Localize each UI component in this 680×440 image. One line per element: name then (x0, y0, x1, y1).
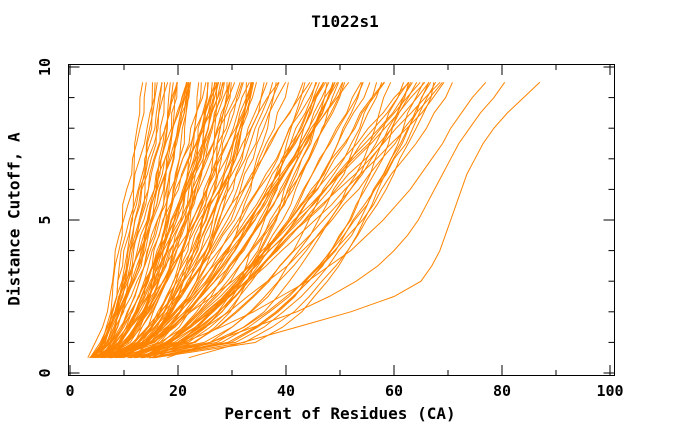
model-curve (120, 82, 277, 359)
model-curve (99, 82, 244, 359)
model-curve (113, 82, 265, 359)
model-curve (90, 82, 147, 358)
model-curve (112, 82, 236, 359)
plot-area (68, 64, 615, 376)
model-curve (89, 82, 158, 358)
model-curve (144, 82, 363, 359)
model-curve (114, 82, 243, 359)
model-curve (90, 82, 163, 359)
model-curve (127, 81, 441, 359)
model-curve (121, 81, 443, 359)
model-curve (96, 82, 253, 359)
model-curve (154, 82, 430, 359)
model-curve (100, 82, 207, 359)
model-curve (142, 81, 421, 359)
model-curve (188, 81, 541, 359)
model-curve (100, 82, 241, 358)
x-axis-label: Percent of Residues (CA) (224, 404, 456, 423)
model-curve (148, 82, 410, 359)
model-curve (149, 82, 435, 359)
model-curve (128, 82, 344, 359)
model-curve (118, 82, 313, 359)
x-tick-label: 20 (168, 382, 188, 400)
model-curve (107, 82, 250, 359)
model-curve (92, 82, 163, 358)
y-axis-label: Distance Cutoff, A (4, 132, 24, 306)
y-tick-label: 5 (36, 215, 54, 225)
model-curve (111, 82, 346, 359)
model-curve (133, 82, 432, 359)
model-curve (106, 82, 217, 358)
model-curve (104, 82, 289, 359)
model-curve (94, 82, 190, 359)
model-curve (91, 82, 188, 359)
model-curve (136, 82, 320, 359)
x-tick-label: 100 (596, 382, 624, 400)
model-curve (154, 82, 437, 359)
model-curve (121, 82, 325, 359)
y-tick-label: 0 (36, 368, 54, 378)
model-curve (142, 82, 383, 359)
model-curve (117, 81, 426, 359)
model-curve (108, 81, 350, 359)
model-curve (89, 82, 171, 359)
model-curve (104, 82, 209, 359)
model-curve (167, 82, 506, 359)
model-curve (110, 82, 340, 359)
model-curve (100, 82, 253, 359)
model-curve (127, 82, 453, 359)
x-tick-label: 0 (65, 382, 75, 400)
x-tick-label: 40 (276, 382, 296, 400)
model-curve (109, 82, 378, 359)
model-curve (123, 82, 328, 359)
model-curve (87, 82, 144, 358)
model-curve (142, 82, 413, 359)
model-curve (93, 82, 179, 358)
model-curve (141, 81, 430, 359)
x-tick-label: 80 (492, 382, 512, 400)
model-curve (101, 82, 232, 359)
model-curve (118, 82, 268, 359)
x-tick-label: 60 (384, 382, 404, 400)
model-curve (148, 81, 410, 359)
chart-title: T1022s1 (311, 12, 379, 31)
model-curve (97, 82, 188, 358)
model-curve (150, 81, 487, 359)
y-tick-label: 10 (36, 57, 54, 77)
model-curve (140, 82, 392, 359)
model-curve (123, 82, 274, 359)
